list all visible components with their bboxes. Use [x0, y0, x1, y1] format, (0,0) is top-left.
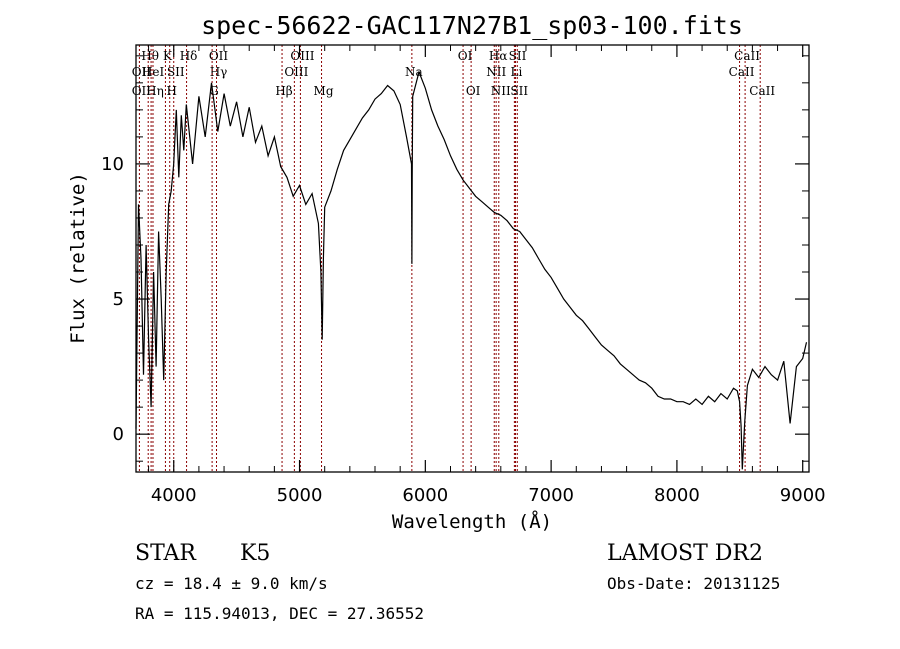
- x-tick-label: 4000: [151, 485, 197, 506]
- spectral-line-label: HeI: [142, 65, 165, 79]
- x-tick-label: 5000: [277, 485, 323, 506]
- spectral-line-label: Hα: [489, 49, 508, 63]
- spectral-line-label: G: [209, 84, 219, 98]
- y-tick-label: 10: [101, 154, 124, 175]
- spectral-line-label: K: [163, 49, 173, 63]
- spectrum-series: [135, 70, 808, 470]
- x-tick-label: 7000: [528, 485, 574, 506]
- x-tick-label: 8000: [654, 485, 700, 506]
- spectral-line-label: OI: [466, 84, 481, 98]
- spectral-line-label: CaII: [729, 65, 755, 79]
- spectral-line-label: OI: [458, 49, 473, 63]
- coordinates-info: RA = 115.94013, DEC = 27.36552: [135, 604, 424, 623]
- spectral-line-label: Hθ: [141, 49, 159, 63]
- y-axis: 0 5 10: [101, 55, 809, 462]
- chart-title: spec-56622-GAC117N27B1_sp03-100.fits: [201, 11, 743, 40]
- y-tick-label: 0: [113, 424, 124, 445]
- x-axis-label: Wavelength (Å): [392, 510, 552, 533]
- redshift-info: cz = 18.4 ± 9.0 km/s: [135, 574, 328, 593]
- spectral-line-label: Hη: [146, 84, 164, 98]
- spectral-line-label: Hδ: [180, 49, 198, 63]
- spectral-line-label: OII: [209, 49, 229, 63]
- spectral-line-label: SII: [167, 65, 185, 79]
- x-tick-label: 6000: [402, 485, 448, 506]
- spectral-line-label: NII: [486, 65, 506, 79]
- object-class: STAR: [135, 541, 197, 566]
- spectral-line-label: H: [166, 84, 176, 98]
- spectral-line-label: Mg: [314, 84, 334, 98]
- spectral-line-label: SII: [510, 84, 528, 98]
- survey-name: LAMOST DR2: [607, 541, 763, 566]
- spectral-line-label: Hβ: [275, 84, 292, 98]
- object-subclass: K5: [240, 541, 270, 566]
- y-axis-label: Flux (relative): [67, 172, 89, 344]
- spectral-line-label: NII: [491, 84, 511, 98]
- spectral-line-label: OIII: [284, 65, 308, 79]
- spectral-line-label: OIII: [290, 49, 314, 63]
- spectral-line-label: CaII: [734, 49, 760, 63]
- spectral-line-label: Na: [405, 65, 423, 79]
- spectral-line-label: CaII: [749, 84, 775, 98]
- spectral-line-label: SII: [509, 49, 527, 63]
- observation-date: Obs-Date: 20131125: [607, 574, 780, 593]
- x-axis: 4000 5000 6000 7000 8000 9000: [148, 45, 826, 506]
- spectral-line-label: Hγ: [210, 65, 228, 79]
- plot-frame: [135, 44, 810, 473]
- x-tick-label: 9000: [780, 485, 826, 506]
- y-tick-label: 5: [113, 289, 124, 310]
- spectral-line-label: Li: [510, 65, 522, 79]
